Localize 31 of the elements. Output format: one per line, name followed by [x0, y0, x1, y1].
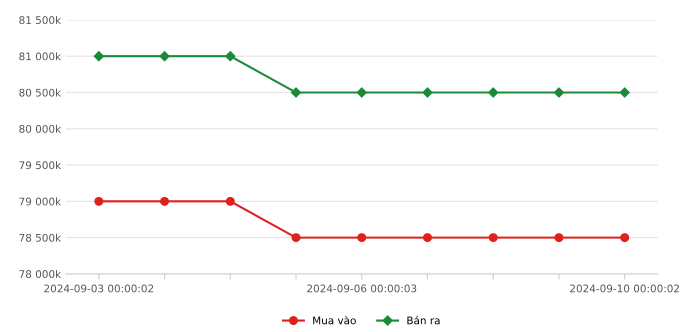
x-tick-label: 2024-09-06 00:00:03 [307, 284, 416, 292]
y-tick-label: 80 500k [19, 88, 62, 97]
point [292, 233, 301, 242]
point [159, 51, 170, 62]
point [225, 51, 236, 62]
point [488, 87, 498, 98]
point [620, 233, 630, 242]
point [226, 196, 235, 206]
y-tick-label: 78 500k [19, 234, 62, 242]
point [290, 87, 302, 98]
point [94, 51, 104, 62]
x-tick-label: 2024-09-10 00:00:02 [570, 284, 679, 292]
point [422, 233, 432, 242]
y-tick-label: 79 500k [19, 161, 62, 170]
y-tick-label: 79 000k [19, 197, 62, 206]
y-tick-label: 80 000k [19, 124, 62, 133]
point [554, 233, 564, 242]
point [356, 87, 367, 98]
point [357, 233, 366, 242]
point [94, 196, 104, 206]
point [620, 87, 630, 98]
legend-label: Bán ra [407, 316, 440, 324]
point [554, 87, 564, 98]
x-tick-label: 2024-09-03 00:00:02 [44, 284, 154, 292]
legend-label: Mua vào [313, 316, 356, 324]
point [160, 196, 170, 206]
y-tick-label: 78 000k [19, 270, 62, 278]
y-tick-label: 81 500k [19, 16, 62, 24]
point [488, 233, 498, 242]
point [422, 87, 433, 98]
y-tick-label: 81 000k [19, 52, 62, 60]
